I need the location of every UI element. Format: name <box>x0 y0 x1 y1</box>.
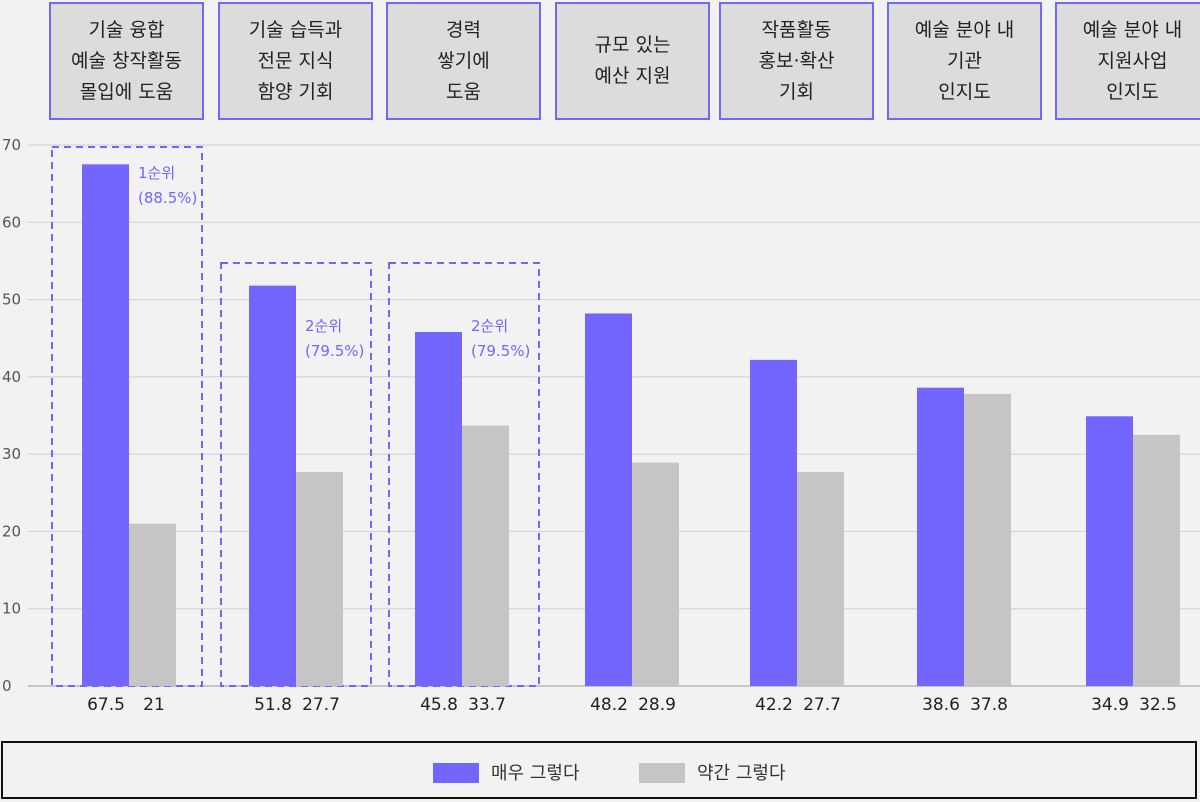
value-label-series-1: 67.5 <box>87 695 125 715</box>
value-label-series-1: 48.2 <box>590 695 628 715</box>
value-label-series-2: 32.5 <box>1139 695 1177 715</box>
y-tick-label: 20 <box>2 522 21 540</box>
bar-series-1 <box>750 359 797 686</box>
category-label: 경력 쌓기에 도움 <box>386 2 541 120</box>
y-tick-label: 40 <box>2 368 21 386</box>
bar-series-2 <box>296 471 343 686</box>
value-label-series-1: 45.8 <box>420 695 458 715</box>
value-label-series-1: 51.8 <box>254 695 292 715</box>
rank-annotation: 2순위 <box>305 317 342 335</box>
category-label: 예술 분야 내 지원사업 인지도 <box>1055 2 1200 120</box>
bar-series-2 <box>964 393 1011 686</box>
rank-annotation-percent: (88.5%) <box>138 189 197 207</box>
legend: 매우 그렇다 약간 그렇다 <box>1 741 1197 799</box>
value-label-series-1: 42.2 <box>755 695 793 715</box>
bar-series-2 <box>129 523 176 686</box>
legend-swatch-series-1 <box>433 763 479 783</box>
rank-annotation-percent: (79.5%) <box>305 342 364 360</box>
y-tick-label: 10 <box>2 600 21 618</box>
bar-series-1 <box>249 285 296 686</box>
y-tick-label: 70 <box>2 136 21 154</box>
y-tick-label: 0 <box>2 677 12 695</box>
category-label: 예술 분야 내 기관 인지도 <box>887 2 1042 120</box>
category-label: 기술 습득과 전문 지식 함양 기회 <box>218 2 373 120</box>
bar-series-2 <box>1133 434 1180 686</box>
highlight-box <box>51 146 203 687</box>
value-label-series-2: 33.7 <box>468 695 506 715</box>
category-label: 규모 있는 예산 지원 <box>555 2 710 120</box>
category-label: 작품활동 홍보·확산 기회 <box>719 2 874 120</box>
bar-series-1 <box>415 332 462 686</box>
bar-series-1 <box>917 387 964 686</box>
bar-series-1 <box>82 164 129 687</box>
bar-series-2 <box>462 425 509 686</box>
value-label-series-2: 27.7 <box>302 695 340 715</box>
bar-series-2 <box>797 471 844 686</box>
legend-label-series-2: 약간 그렇다 <box>697 763 786 784</box>
value-label-series-2: 27.7 <box>803 695 841 715</box>
legend-label-series-1: 매우 그렇다 <box>491 763 580 784</box>
category-label: 기술 융합 예술 창작활동 몰입에 도움 <box>49 2 204 120</box>
value-label-series-1: 34.9 <box>1091 695 1129 715</box>
y-tick-label: 50 <box>2 291 21 309</box>
value-label-series-2: 28.9 <box>638 695 676 715</box>
y-tick-label: 60 <box>2 213 21 231</box>
y-tick-label: 30 <box>2 445 21 463</box>
legend-swatch-series-2 <box>639 763 685 783</box>
value-label-series-2: 37.8 <box>970 695 1008 715</box>
rank-annotation: 1순위 <box>138 164 175 182</box>
value-label-series-1: 38.6 <box>922 695 960 715</box>
bar-series-1 <box>585 313 632 686</box>
rank-annotation-percent: (79.5%) <box>471 342 530 360</box>
value-label-series-2: 21 <box>143 695 165 715</box>
bar-series-1 <box>1086 416 1133 686</box>
rank-annotation: 2순위 <box>471 317 508 335</box>
bar-series-2 <box>632 462 679 686</box>
bar-chart-plot: 0 10 20 30 40 50 60 70 1순위 (88.5%) 2순위 (79.5%) 2순위 (7… <box>2 136 1200 715</box>
